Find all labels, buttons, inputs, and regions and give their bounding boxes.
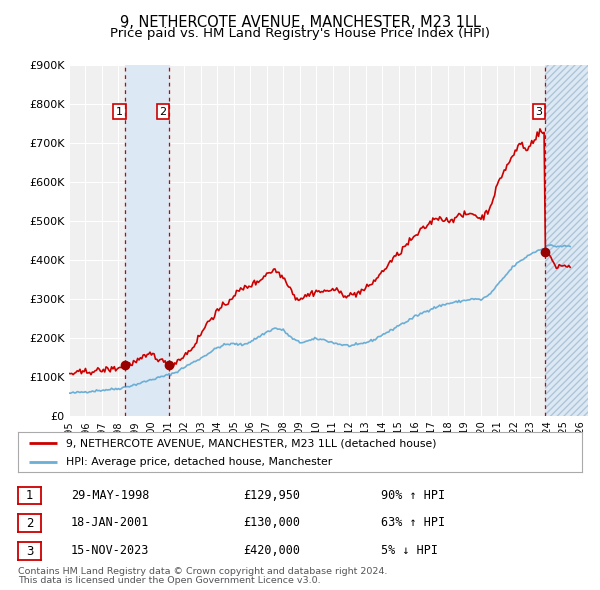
Text: HPI: Average price, detached house, Manchester: HPI: Average price, detached house, Manc… [66, 457, 332, 467]
Text: Price paid vs. HM Land Registry's House Price Index (HPI): Price paid vs. HM Land Registry's House … [110, 27, 490, 40]
Text: £129,950: £129,950 [243, 489, 300, 502]
Text: 29-MAY-1998: 29-MAY-1998 [71, 489, 149, 502]
Text: 2: 2 [26, 517, 33, 530]
Text: £130,000: £130,000 [243, 516, 300, 529]
Text: 3: 3 [535, 107, 542, 117]
Text: This data is licensed under the Open Government Licence v3.0.: This data is licensed under the Open Gov… [18, 576, 320, 585]
Text: 2: 2 [160, 107, 166, 117]
Text: 1: 1 [116, 107, 123, 117]
Text: 9, NETHERCOTE AVENUE, MANCHESTER, M23 1LL (detached house): 9, NETHERCOTE AVENUE, MANCHESTER, M23 1L… [66, 438, 436, 448]
Bar [545, 65, 588, 416]
Text: 1: 1 [26, 489, 33, 502]
Text: Contains HM Land Registry data © Crown copyright and database right 2024.: Contains HM Land Registry data © Crown c… [18, 568, 388, 576]
Text: 18-JAN-2001: 18-JAN-2001 [71, 516, 149, 529]
Text: 3: 3 [26, 545, 33, 558]
Text: 5% ↓ HPI: 5% ↓ HPI [381, 544, 438, 557]
Text: £420,000: £420,000 [243, 544, 300, 557]
Text: 15-NOV-2023: 15-NOV-2023 [71, 544, 149, 557]
Bar [125, 65, 169, 416]
Text: 9, NETHERCOTE AVENUE, MANCHESTER, M23 1LL: 9, NETHERCOTE AVENUE, MANCHESTER, M23 1L… [119, 15, 481, 30]
Text: 90% ↑ HPI: 90% ↑ HPI [381, 489, 445, 502]
Text: 63% ↑ HPI: 63% ↑ HPI [381, 516, 445, 529]
Bar [545, 65, 588, 416]
